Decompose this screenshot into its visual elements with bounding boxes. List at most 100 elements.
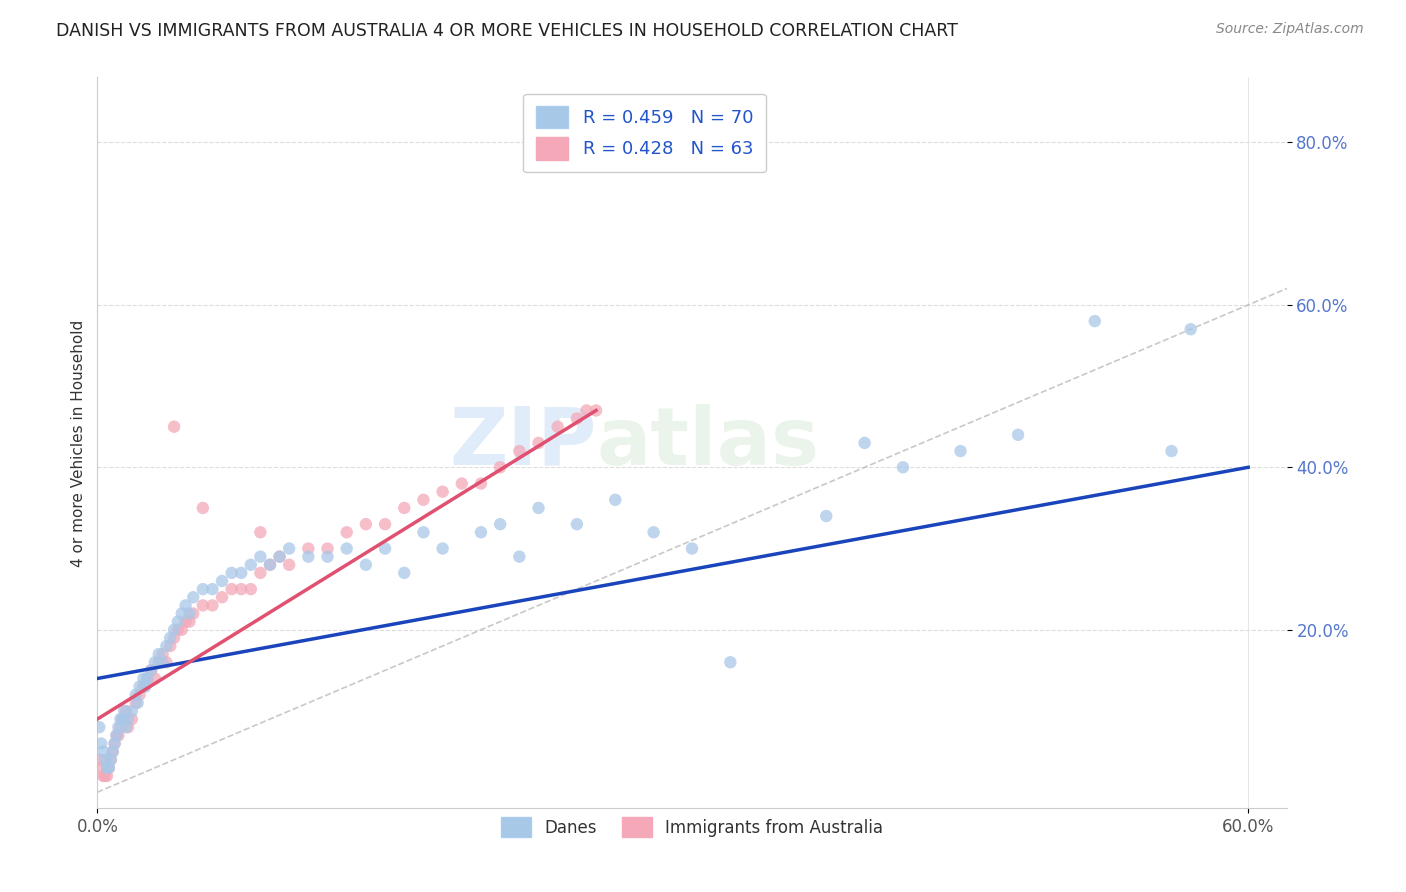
Point [374, 541, 396, 556]
Point [89, 753, 111, 767]
Point [132, 672, 155, 686]
Point [96, 761, 118, 775]
Point [179, 615, 201, 629]
Y-axis label: 4 or more Vehicles in Household: 4 or more Vehicles in Household [72, 319, 86, 566]
Point [249, 549, 271, 564]
Legend: Danes, Immigrants from Australia: Danes, Immigrants from Australia [495, 810, 890, 844]
Point [259, 558, 281, 572]
Point [115, 704, 138, 718]
Point [96, 769, 118, 783]
Point [211, 574, 233, 588]
Point [316, 549, 339, 564]
Point [121, 704, 143, 718]
Point [201, 582, 224, 596]
Point [527, 436, 550, 450]
Point [121, 712, 143, 726]
Point [585, 403, 607, 417]
Text: ZIP: ZIP [450, 404, 596, 482]
Point [239, 582, 262, 596]
Point [211, 591, 233, 605]
Point [470, 525, 492, 540]
Point [278, 541, 301, 556]
Point [97, 761, 120, 775]
Text: DANISH VS IMMIGRANTS FROM AUSTRALIA 4 OR MORE VEHICLES IN HOUSEHOLD CORRELATION : DANISH VS IMMIGRANTS FROM AUSTRALIA 4 OR… [56, 22, 957, 40]
Point [269, 549, 291, 564]
Point [297, 541, 319, 556]
Point [450, 476, 472, 491]
Point [112, 712, 135, 726]
Point [354, 558, 377, 572]
Point [489, 460, 512, 475]
Point [1084, 314, 1107, 328]
Point [155, 639, 177, 653]
Point [111, 712, 134, 726]
Point [104, 736, 127, 750]
Point [91, 769, 114, 783]
Point [101, 745, 124, 759]
Point [191, 599, 214, 613]
Point [139, 664, 162, 678]
Point [128, 688, 150, 702]
Point [718, 655, 741, 669]
Point [179, 607, 201, 621]
Point [148, 655, 170, 669]
Point [128, 680, 150, 694]
Point [163, 631, 186, 645]
Point [110, 720, 132, 734]
Point [565, 411, 588, 425]
Point [100, 753, 122, 767]
Point [815, 509, 838, 524]
Point [89, 720, 111, 734]
Point [191, 582, 214, 596]
Point [111, 712, 134, 726]
Point [94, 753, 117, 767]
Point [163, 419, 186, 434]
Point [139, 664, 162, 678]
Point [191, 500, 214, 515]
Point [174, 599, 197, 613]
Point [105, 728, 128, 742]
Point [643, 525, 665, 540]
Point [132, 680, 155, 694]
Point [394, 500, 416, 515]
Point [136, 672, 159, 686]
Point [170, 623, 193, 637]
Text: atlas: atlas [596, 404, 820, 482]
Point [94, 769, 117, 783]
Point [152, 655, 174, 669]
Point [125, 688, 148, 702]
Point [117, 720, 139, 734]
Point [891, 460, 914, 475]
Point [1007, 427, 1029, 442]
Point [316, 541, 339, 556]
Point [231, 566, 253, 580]
Point [148, 647, 170, 661]
Point [105, 728, 128, 742]
Point [90, 761, 112, 775]
Point [394, 566, 416, 580]
Point [136, 672, 159, 686]
Point [101, 745, 124, 759]
Point [167, 615, 190, 629]
Point [104, 736, 127, 750]
Point [155, 655, 177, 669]
Point [374, 517, 396, 532]
Point [269, 549, 291, 564]
Point [181, 591, 204, 605]
Point [1160, 444, 1182, 458]
Point [259, 558, 281, 572]
Point [159, 639, 181, 653]
Point [159, 631, 181, 645]
Text: Source: ZipAtlas.com: Source: ZipAtlas.com [1216, 22, 1364, 37]
Point [107, 728, 129, 742]
Point [1180, 322, 1202, 336]
Point [152, 647, 174, 661]
Point [125, 696, 148, 710]
Point [412, 525, 434, 540]
Point [297, 549, 319, 564]
Point [163, 623, 186, 637]
Point [432, 541, 454, 556]
Point [167, 623, 190, 637]
Point [949, 444, 972, 458]
Point [239, 558, 262, 572]
